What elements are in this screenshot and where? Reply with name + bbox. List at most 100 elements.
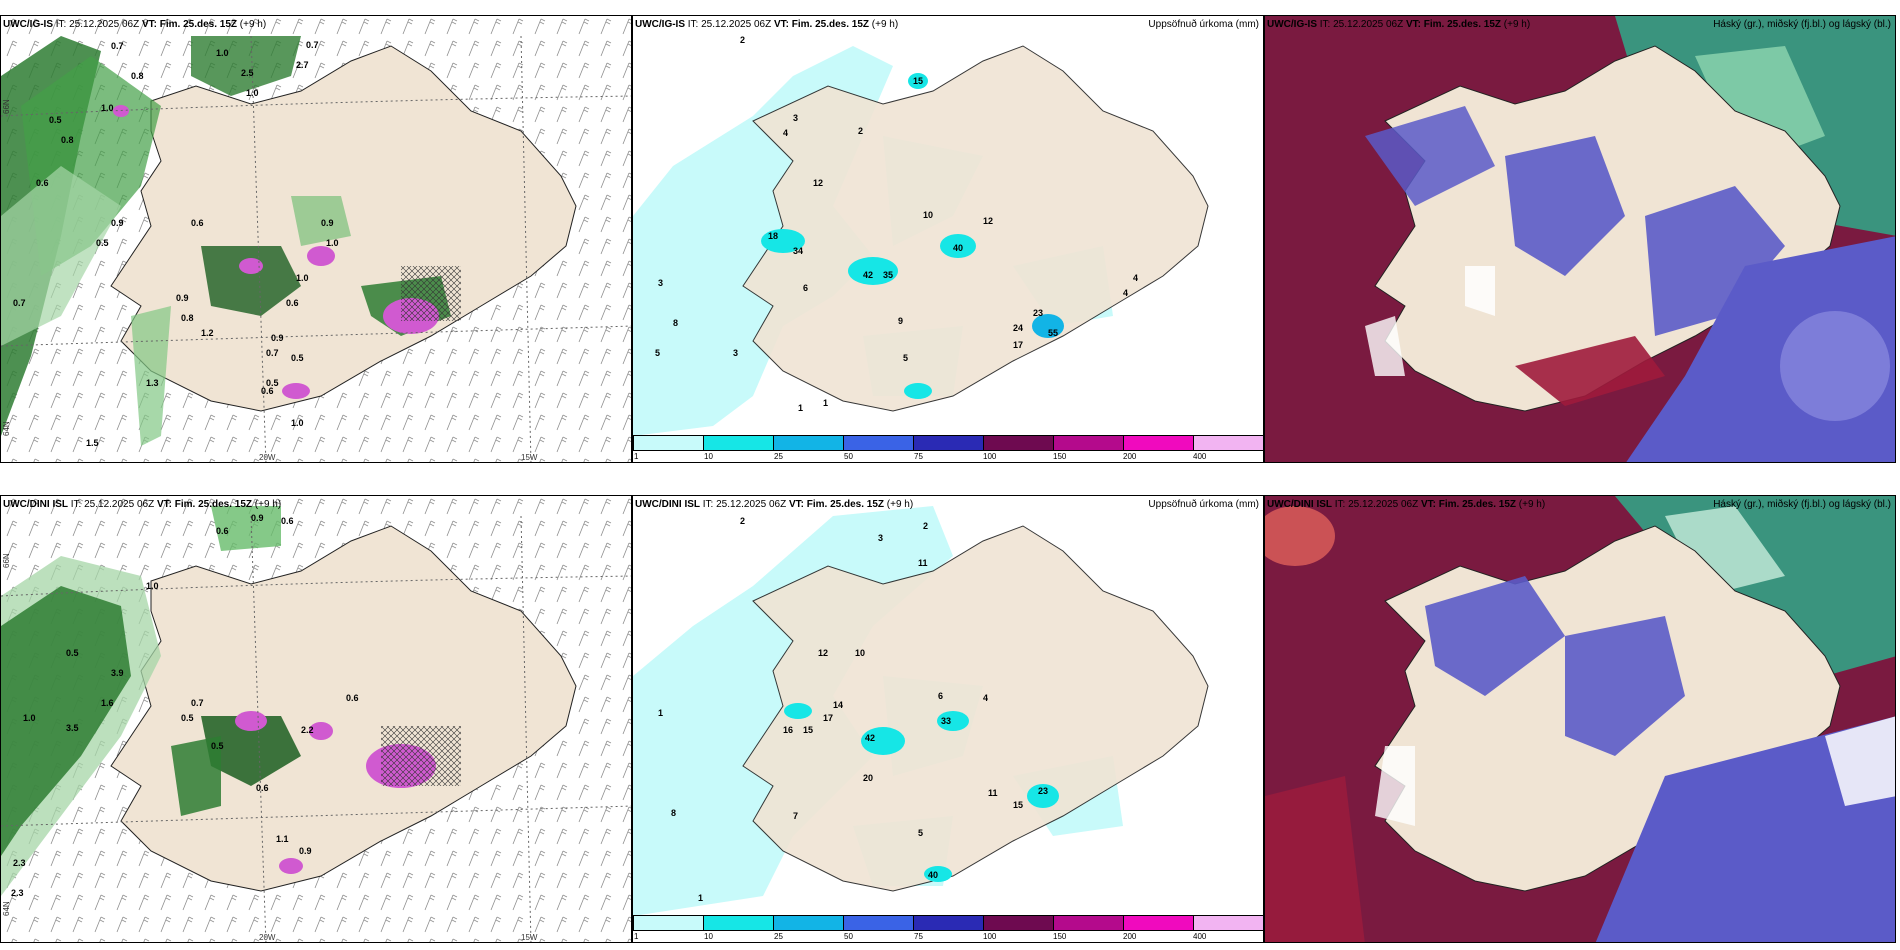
value-label: 2.7 xyxy=(296,60,309,70)
value-label: 1.0 xyxy=(246,88,259,98)
value-label: 4 xyxy=(783,128,788,138)
model-name: UWC/DINI ISL xyxy=(3,499,68,510)
colorbar: 1 10 25 50 75 100 150 200 400 xyxy=(633,915,1263,942)
colorbar-swatch xyxy=(633,435,704,451)
colorbar-tick: 75 xyxy=(914,932,923,941)
value-label: 0.5 xyxy=(49,115,62,125)
value-label: 3 xyxy=(793,113,798,123)
value-label: 17 xyxy=(1013,340,1023,350)
value-label: 2.5 xyxy=(241,68,254,78)
value-label: 15 xyxy=(1013,800,1023,810)
precip-map: 2 3 2 11 10 14 17 15 16 12 20 42 33 6 4 … xyxy=(633,506,1209,916)
colorbar-swatch xyxy=(1193,435,1263,451)
valid-time: Fim. 25.des. 15Z xyxy=(1423,19,1502,30)
value-label: 1.6 xyxy=(101,698,114,708)
value-label: 12 xyxy=(983,216,993,226)
value-label: 12 xyxy=(818,648,828,658)
value-label: 3 xyxy=(733,348,738,358)
forecast-step: (+9 h) xyxy=(239,19,267,30)
value-label: 10 xyxy=(855,648,865,658)
value-label: 55 xyxy=(1048,328,1058,338)
panel-top-precip: UWC/IG-IS IT: 25.12.2025 06Z VT: Fim. 25… xyxy=(632,15,1264,463)
colorbar-swatch xyxy=(913,435,984,451)
colorbar-tick: 1 xyxy=(634,932,639,941)
panel-top-wind: UWC/IG-IS IT: 25.12.2025 06Z VT: Fim. 25… xyxy=(0,15,632,463)
value-label: 0.8 xyxy=(131,71,144,81)
colorbar-tick: 10 xyxy=(704,932,713,941)
init-time: 25.12.2025 06Z xyxy=(716,499,787,510)
valid-time: Fim. 25.des. 15Z xyxy=(806,499,885,510)
cloud-map xyxy=(1265,496,1895,942)
value-label: 2 xyxy=(740,516,745,526)
colorbar-swatch xyxy=(633,915,704,931)
value-label: 4 xyxy=(983,693,988,703)
colorbar-tick: 75 xyxy=(914,452,923,461)
value-label: 0.7 xyxy=(13,298,26,308)
lat-label: 66N xyxy=(2,553,11,568)
value-label: 2.2 xyxy=(301,725,314,735)
panel-title: UWC/DINI ISL IT: 25.12.2025 06Z VT: Fim.… xyxy=(3,499,282,510)
colorbar-swatch xyxy=(773,915,844,931)
model-name: UWC/IG-IS xyxy=(635,19,685,30)
value-label: 2 xyxy=(923,521,928,531)
value-label: 15 xyxy=(913,76,923,86)
lat-label: 64N xyxy=(2,901,11,916)
value-label: 23 xyxy=(1038,786,1048,796)
forecast-step: (+9 h) xyxy=(254,499,282,510)
value-label: 6 xyxy=(803,283,808,293)
value-label: 5 xyxy=(918,828,923,838)
value-label: 12 xyxy=(813,178,823,188)
colorbar-swatch xyxy=(773,435,844,451)
value-label: 1 xyxy=(798,403,803,413)
colorbar-swatch xyxy=(913,915,984,931)
value-label: 42 xyxy=(865,733,875,743)
value-label: 0.7 xyxy=(306,40,319,50)
colorbar-swatch xyxy=(1053,915,1124,931)
colorbar-tick: 50 xyxy=(844,932,853,941)
precip-map: 2 15 3 2 4 12 18 34 40 42 35 10 12 9 6 2… xyxy=(633,35,1209,436)
value-label: 5 xyxy=(903,353,908,363)
value-label: 11 xyxy=(988,788,998,798)
value-label: 1.0 xyxy=(23,713,36,723)
panel-title: UWC/DINI ISL IT: 25.12.2025 06Z VT: Fim.… xyxy=(1267,499,1546,510)
value-label: 0.9 xyxy=(271,333,284,343)
field-title: Uppsöfnuð úrkoma (mm) xyxy=(1148,19,1259,30)
model-name: UWC/IG-IS xyxy=(3,19,53,30)
value-label: 1.0 xyxy=(291,418,304,428)
value-label: 1.2 xyxy=(201,328,214,338)
colorbar-tick: 25 xyxy=(774,452,783,461)
value-label: 3.5 xyxy=(66,723,79,733)
value-label: 0.7 xyxy=(266,348,279,358)
lon-label: 15W xyxy=(521,453,538,462)
model-name: UWC/IG-IS xyxy=(1267,19,1317,30)
panel-title: UWC/DINI ISL IT: 25.12.2025 06Z VT: Fim.… xyxy=(635,499,914,510)
colorbar-tick: 50 xyxy=(844,452,853,461)
colorbar-tick: 400 xyxy=(1193,932,1207,941)
valid-time: Fim. 25.des. 15Z xyxy=(791,19,870,30)
lat-label: 66N xyxy=(2,99,11,114)
value-label: 2 xyxy=(740,35,745,45)
value-label: 11 xyxy=(918,558,928,568)
wind-precip-map: 20W 15W 66N 64N 0.7 0.8 1.0 1.0 2.5 2.7 … xyxy=(1,16,631,462)
colorbar-tick: 200 xyxy=(1123,452,1137,461)
value-label: 15 xyxy=(803,725,813,735)
value-label: 0.9 xyxy=(299,846,312,856)
field-title: Háský (gr.), miðský (fj.bl.) og lágský (… xyxy=(1713,499,1891,510)
value-label: 0.5 xyxy=(96,238,109,248)
colorbar-swatch xyxy=(1193,915,1263,931)
value-label: 14 xyxy=(833,700,843,710)
value-label: 3 xyxy=(878,533,883,543)
init-time: 25.12.2025 06Z xyxy=(69,19,140,30)
colorbar: 1 10 25 50 75 100 150 200 400 xyxy=(633,435,1263,462)
colorbar-tick: 100 xyxy=(983,452,997,461)
value-label: 1.0 xyxy=(296,273,309,283)
forecast-step: (+9 h) xyxy=(1503,19,1531,30)
init-time: 25.12.2025 06Z xyxy=(1333,19,1404,30)
value-label: 17 xyxy=(823,713,833,723)
panel-bottom-wind: UWC/DINI ISL IT: 25.12.2025 06Z VT: Fim.… xyxy=(0,495,632,943)
value-label: 0.9 xyxy=(176,293,189,303)
value-label: 34 xyxy=(793,246,803,256)
colorbar-swatch xyxy=(1123,915,1194,931)
panel-bottom-clouds: UWC/DINI ISL IT: 25.12.2025 06Z VT: Fim.… xyxy=(1264,495,1896,943)
colorbar-tick: 400 xyxy=(1193,452,1207,461)
